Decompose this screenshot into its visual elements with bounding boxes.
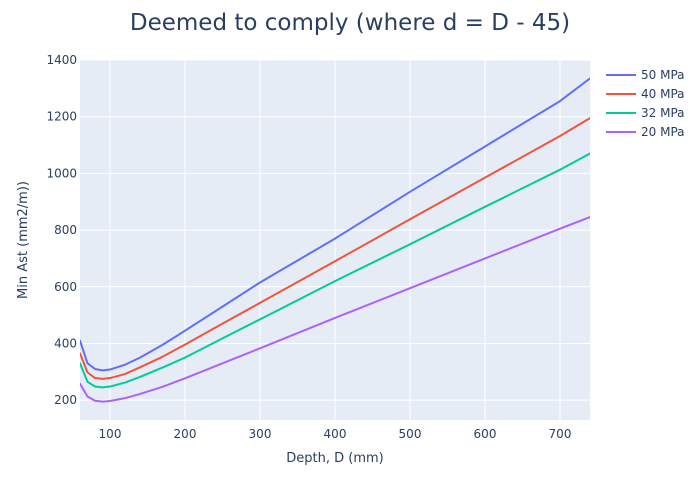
x-tick-label: 600 bbox=[474, 427, 497, 441]
x-tick-label: 400 bbox=[324, 427, 347, 441]
x-tick-label: 500 bbox=[399, 427, 422, 441]
y-tick-label: 200 bbox=[54, 393, 77, 407]
chart-title: Deemed to comply (where d = D - 45) bbox=[130, 10, 570, 36]
series-line-1 bbox=[80, 77, 590, 372]
y-axis-label: Min Ast (mm2/m)) bbox=[16, 181, 31, 299]
x-tick-label: 200 bbox=[174, 427, 197, 441]
legend-label: 50 MPa bbox=[641, 68, 685, 82]
x-tick-label: 300 bbox=[249, 427, 272, 441]
x-tick-label: 700 bbox=[549, 427, 572, 441]
legend-label: 40 MPa bbox=[641, 87, 685, 101]
y-tick-label: 1200 bbox=[46, 110, 77, 124]
y-tick-label: 800 bbox=[54, 223, 77, 237]
x-axis-label: Depth, D (mm) bbox=[286, 451, 383, 466]
y-tick-label: 1000 bbox=[46, 166, 77, 180]
legend-item[interactable]: 32 MPa bbox=[606, 106, 685, 120]
series-line-4 bbox=[80, 216, 590, 403]
legend-label: 20 MPa bbox=[641, 125, 685, 139]
y-tick-label: 400 bbox=[54, 336, 77, 350]
legend-label: 32 MPa bbox=[641, 106, 685, 120]
series-line-2 bbox=[80, 117, 590, 380]
series-line-3 bbox=[80, 152, 590, 389]
y-tick-label: 1400 bbox=[46, 53, 77, 67]
y-tick-label: 600 bbox=[54, 280, 77, 294]
series-group bbox=[80, 77, 590, 403]
legend-item[interactable]: 50 MPa bbox=[606, 68, 685, 82]
legend-item[interactable]: 40 MPa bbox=[606, 87, 685, 101]
legend: 50 MPa 40 MPa 32 MPa 20 MPa bbox=[606, 68, 685, 139]
legend-item[interactable]: 20 MPa bbox=[606, 125, 685, 139]
plot-layer: 100 200 300 400 500 600 700 200 400 600 800 1000 120… bbox=[46, 53, 590, 441]
x-tick-label: 100 bbox=[99, 427, 122, 441]
